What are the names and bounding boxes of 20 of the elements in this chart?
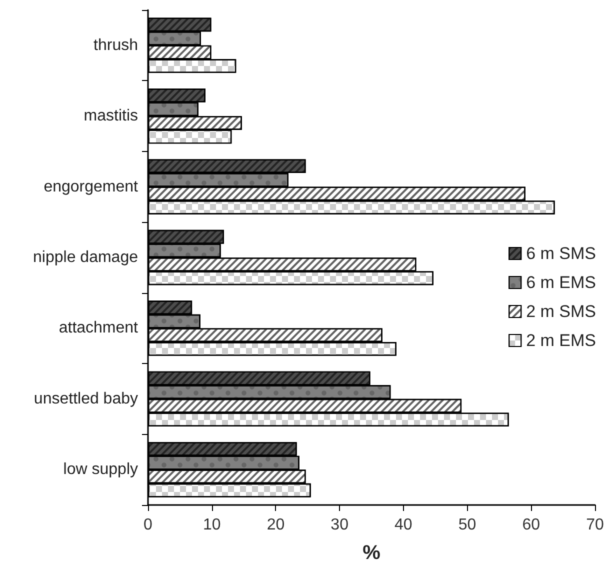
legend-label: 2 m EMS <box>526 331 596 350</box>
x-axis-title: % <box>362 542 381 564</box>
y-tick-label: nipple damage <box>33 249 138 266</box>
y-tick-label: thrush <box>94 36 138 54</box>
x-tick-label: 70 <box>586 516 604 534</box>
y-tick-label: attachment <box>58 320 139 337</box>
x-tick-label: 30 <box>330 516 349 534</box>
x-tick-label: 50 <box>458 516 476 534</box>
x-tick-label: 0 <box>144 516 153 534</box>
y-tick-label: engorgement <box>44 178 139 196</box>
x-tick-label: 10 <box>202 516 221 534</box>
y-tick-label: mastitis <box>84 108 138 125</box>
x-tick-label: 40 <box>394 516 412 534</box>
x-tick-label: 20 <box>266 516 285 534</box>
legend-label: 6 m EMS <box>526 273 596 292</box>
legend-label: 2 m SMS <box>526 302 596 321</box>
y-tick-label: unsettled baby <box>34 390 138 408</box>
x-tick-label: 60 <box>522 516 540 534</box>
legend-label: 6 m SMS <box>526 244 596 263</box>
y-tick-label: low supply <box>63 461 138 478</box>
